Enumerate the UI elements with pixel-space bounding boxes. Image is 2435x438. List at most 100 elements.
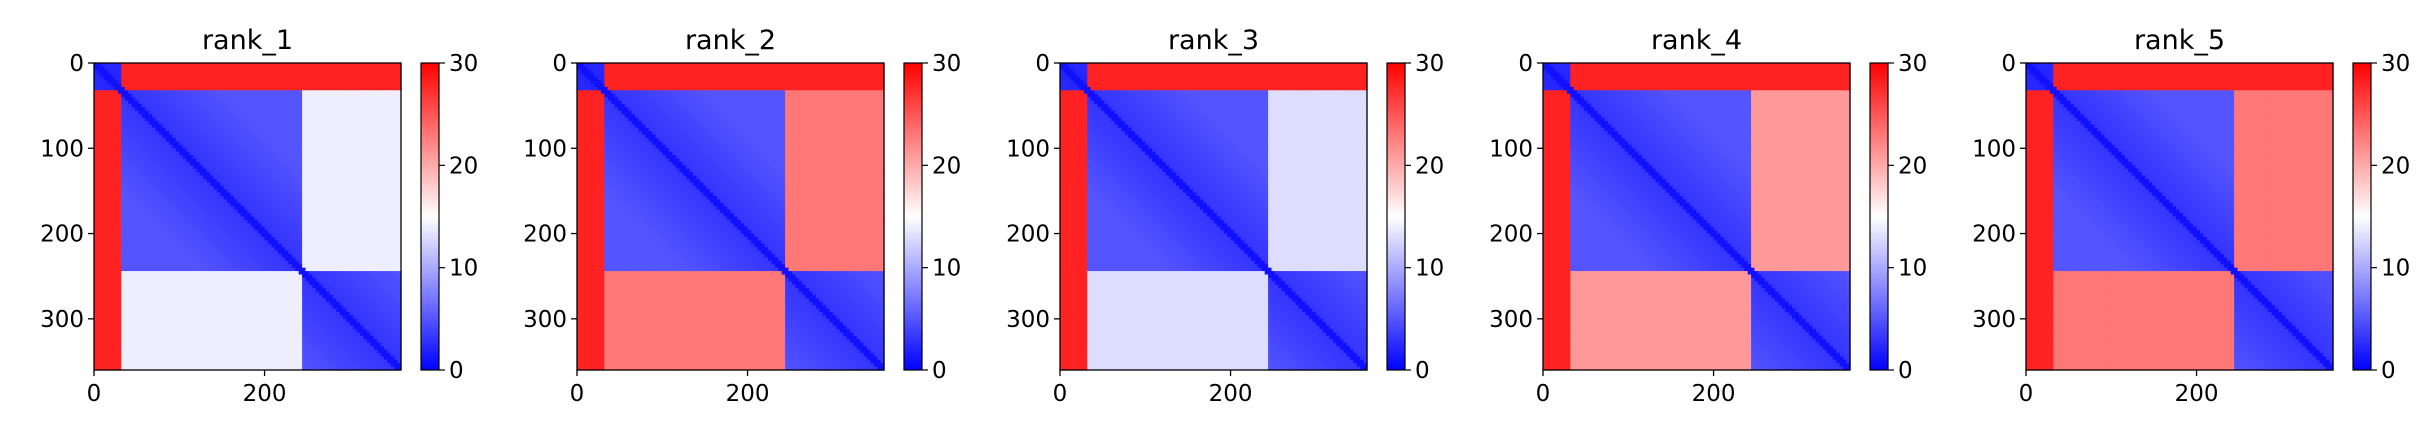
heatmap-cell: [309, 97, 313, 101]
heatmap-cell: [254, 145, 258, 149]
heatmap-cell: [394, 141, 398, 145]
heatmap-cell: [288, 83, 292, 87]
heatmap-cell: [360, 111, 364, 115]
heatmap-cell: [360, 80, 364, 84]
heatmap-cell: [248, 182, 252, 186]
heatmap-cell: [203, 141, 207, 145]
heatmap-cell: [333, 66, 337, 70]
heatmap-cell: [312, 73, 316, 77]
heatmap-cell: [118, 90, 122, 94]
heatmap-cell: [97, 135, 101, 139]
heatmap-cell: [370, 172, 374, 176]
heatmap-cell: [132, 70, 136, 74]
heatmap-cell: [220, 145, 224, 149]
heatmap-cell: [244, 77, 248, 81]
heatmap-cell: [152, 101, 156, 105]
heatmap-cell: [128, 152, 132, 156]
heatmap-cell: [196, 179, 200, 183]
heatmap-cell: [343, 131, 347, 135]
heatmap-cell: [193, 107, 197, 111]
heatmap-cell: [381, 111, 385, 115]
heatmap-cell: [319, 80, 323, 84]
heatmap-cell: [391, 169, 395, 173]
heatmap-cell: [179, 182, 183, 186]
heatmap-cell: [377, 94, 381, 98]
heatmap-cell: [282, 101, 286, 105]
heatmap-cell: [309, 118, 313, 122]
heatmap-cell: [282, 80, 286, 84]
heatmap-cell: [261, 70, 265, 74]
heatmap-cell: [346, 159, 350, 163]
heatmap-cell: [132, 155, 136, 159]
heatmap-cell: [241, 83, 245, 87]
heatmap-cell: [370, 73, 374, 77]
heatmap-cell: [132, 172, 136, 176]
heatmap-cell: [268, 141, 272, 145]
heatmap-cell: [224, 80, 228, 84]
heatmap-cell: [220, 135, 224, 139]
heatmap-cell: [135, 172, 139, 176]
heatmap-cell: [282, 121, 286, 125]
heatmap-cell: [387, 118, 391, 122]
heatmap-cell: [299, 101, 303, 105]
heatmap-cell: [207, 104, 211, 108]
heatmap-cell: [333, 135, 337, 139]
heatmap-cell: [241, 162, 245, 166]
heatmap-cell: [213, 124, 217, 128]
heatmap-cell: [265, 159, 269, 163]
heatmap-cell: [200, 101, 204, 105]
heatmap-cell: [121, 101, 125, 105]
heatmap-cell: [384, 124, 388, 128]
heatmap-cell: [203, 131, 207, 135]
heatmap-cell: [176, 193, 180, 197]
heatmap-cell: [248, 148, 252, 152]
heatmap-cell: [292, 97, 296, 101]
heatmap-cell: [370, 141, 374, 145]
heatmap-cell: [367, 118, 371, 122]
heatmap-cell: [261, 138, 265, 142]
heatmap-cell: [114, 186, 118, 190]
heatmap-cell: [203, 97, 207, 101]
heatmap-cell: [271, 186, 275, 190]
heatmap-cell: [319, 182, 323, 186]
heatmap-cell: [224, 141, 228, 145]
heatmap-cell: [336, 66, 340, 70]
heatmap-cell: [343, 155, 347, 159]
heatmap-cell: [340, 94, 344, 98]
heatmap-cell: [357, 66, 361, 70]
heatmap-cell: [220, 118, 224, 122]
heatmap-cell: [319, 148, 323, 152]
heatmap-cell: [251, 124, 255, 128]
heatmap-cell: [244, 155, 248, 159]
heatmap-cell: [329, 159, 333, 163]
heatmap-cell: [176, 135, 180, 139]
heatmap-cell: [275, 155, 279, 159]
heatmap-cell: [374, 101, 378, 105]
heatmap-cell: [152, 159, 156, 163]
heatmap-cell: [381, 77, 385, 81]
heatmap-cell: [101, 121, 105, 125]
heatmap-cell: [295, 172, 299, 176]
heatmap-cell: [316, 101, 320, 105]
heatmap-cell: [323, 138, 327, 142]
heatmap-cell: [97, 186, 101, 190]
heatmap-cell: [142, 114, 146, 118]
heatmap-cell: [326, 135, 330, 139]
heatmap-cell: [316, 155, 320, 159]
heatmap-cell: [166, 73, 170, 77]
heatmap-cell: [278, 128, 282, 132]
heatmap-cell: [142, 83, 146, 87]
heatmap-cell: [350, 169, 354, 173]
heatmap-cell: [333, 179, 337, 183]
heatmap-cell: [268, 169, 272, 173]
heatmap-cell: [261, 87, 265, 91]
heatmap-cell: [336, 165, 340, 169]
heatmap-cell: [145, 107, 149, 111]
heatmap-cell: [172, 101, 176, 105]
heatmap-cell: [363, 107, 367, 111]
heatmap-cell: [237, 101, 241, 105]
heatmap-cell: [128, 124, 132, 128]
heatmap-cell: [363, 66, 367, 70]
heatmap-cell: [207, 138, 211, 142]
heatmap-cell: [288, 128, 292, 132]
